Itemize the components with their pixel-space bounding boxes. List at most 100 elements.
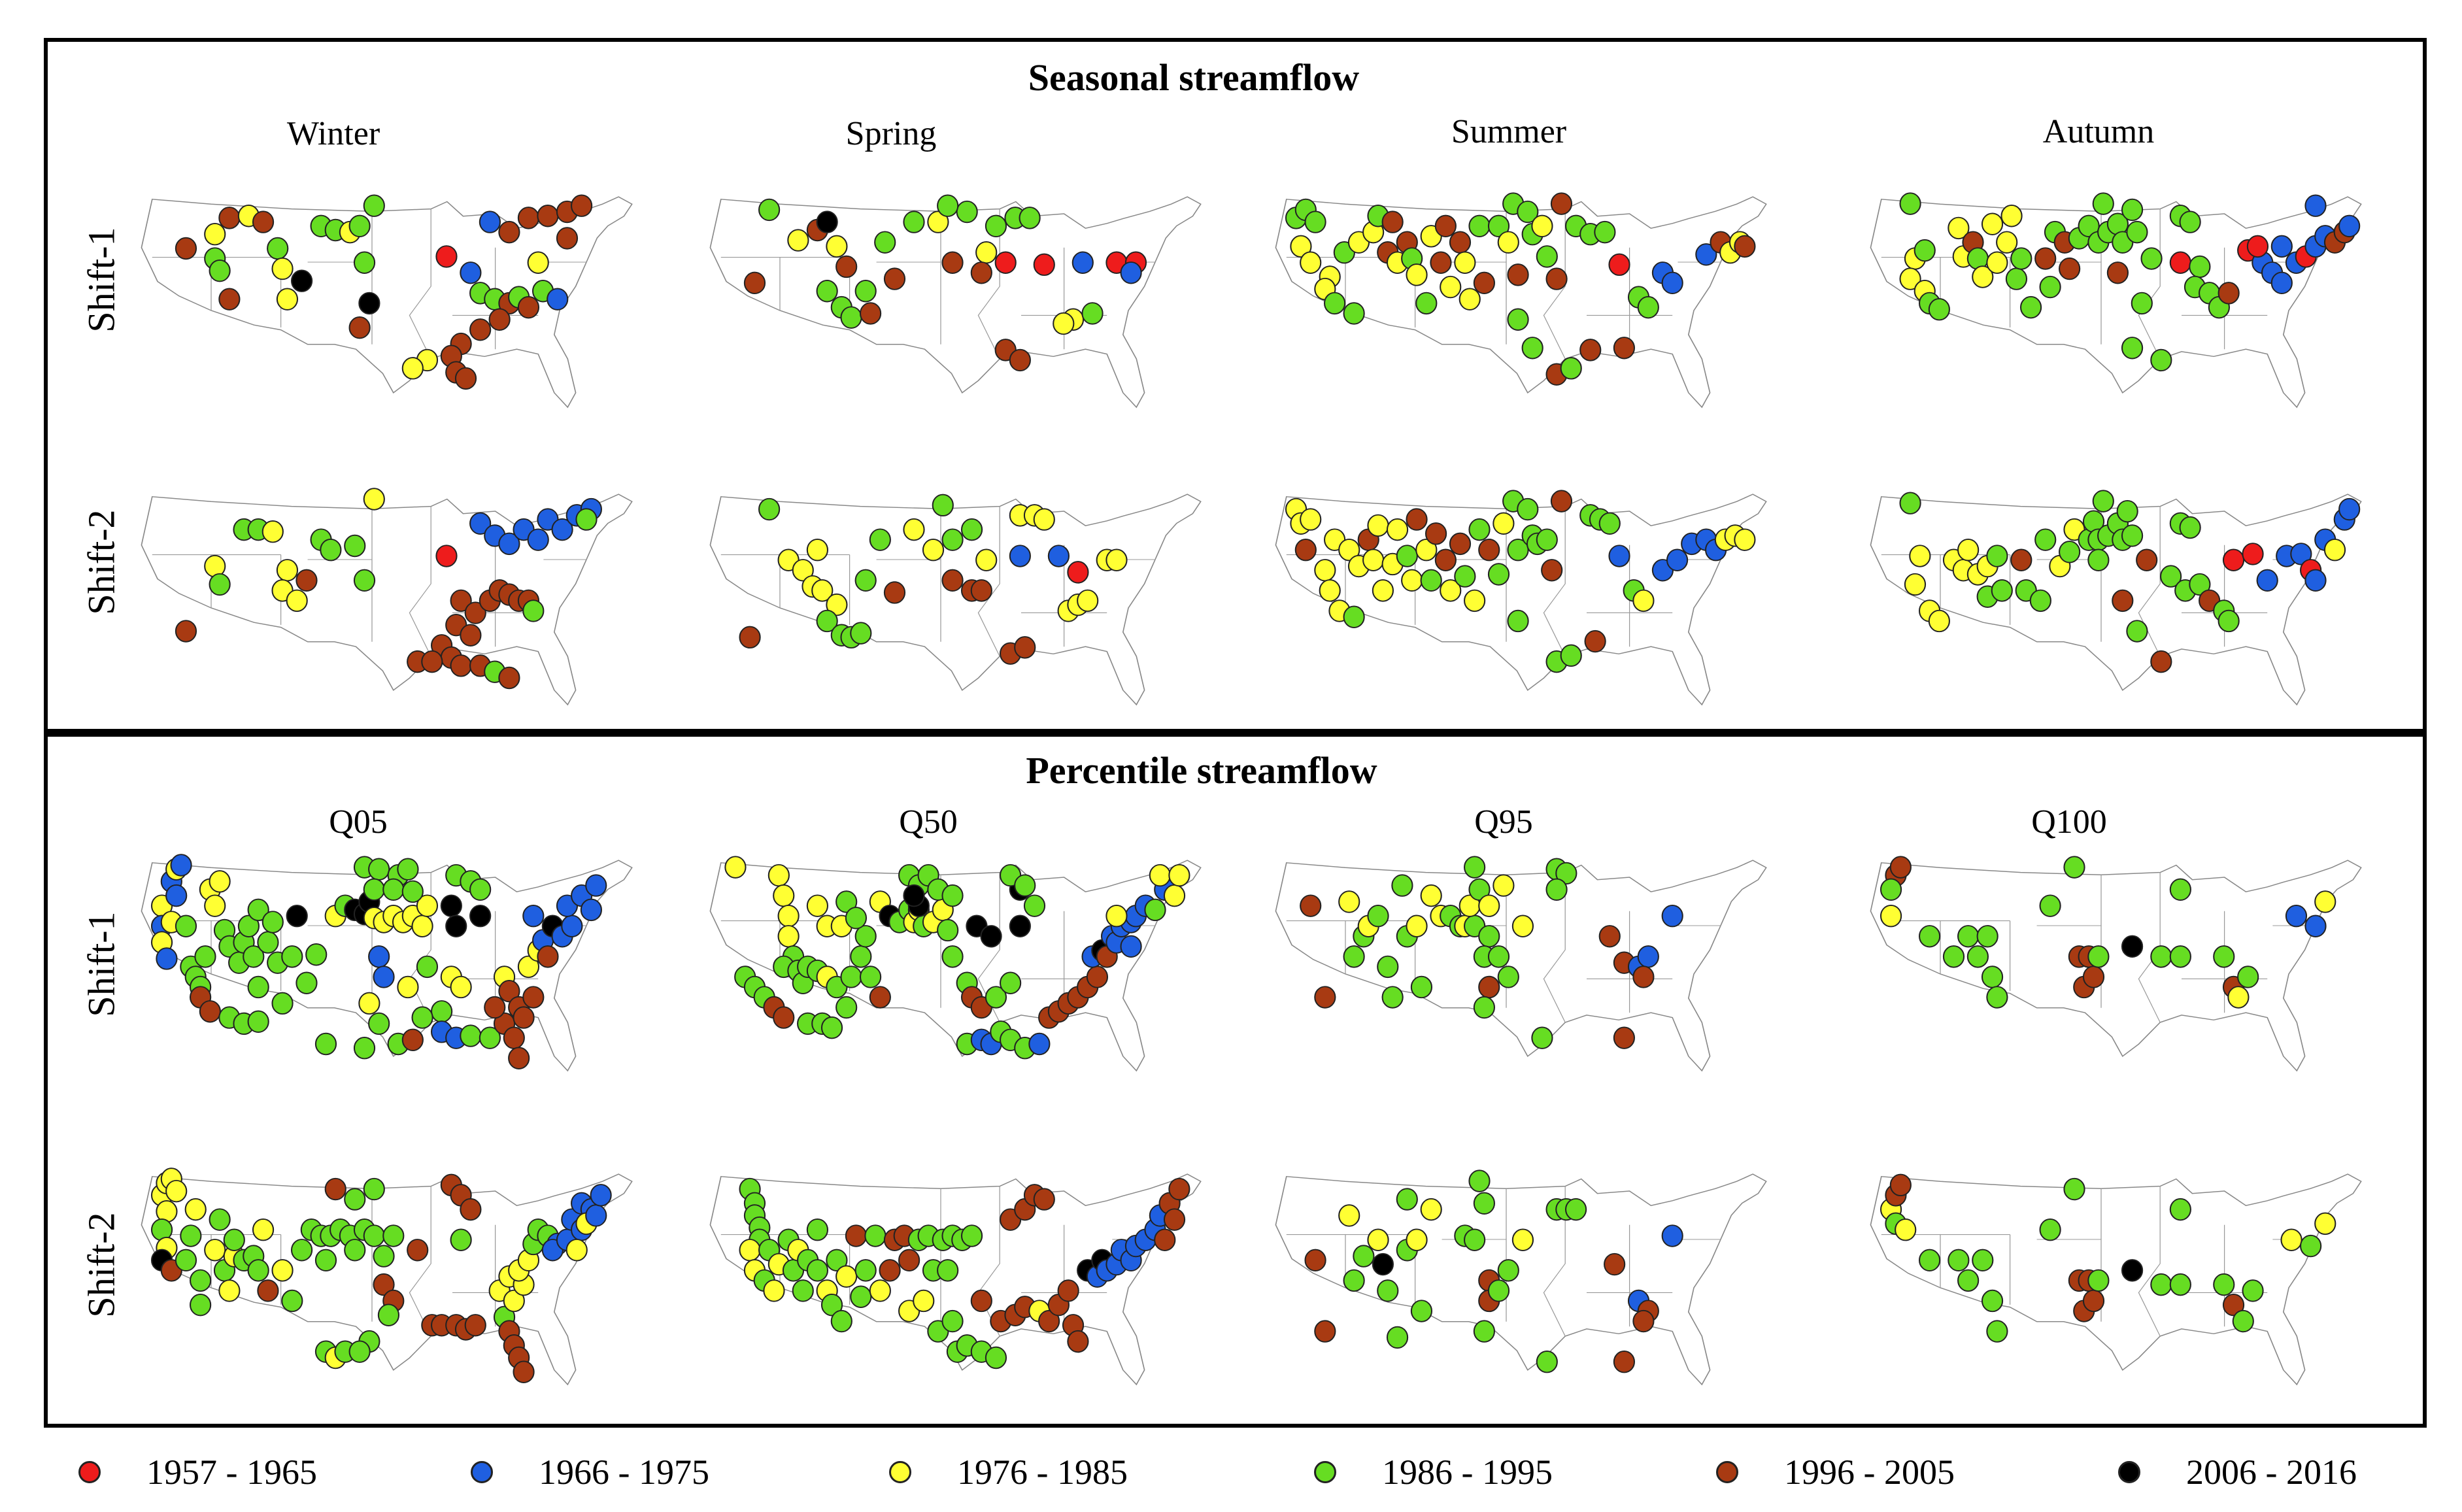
station-point (469, 904, 492, 928)
row-label-shift-1: Shift-1 (80, 227, 123, 333)
station-point (763, 1279, 785, 1302)
station-point (2082, 966, 2105, 988)
legend-item: 1986 - 1995 (1314, 1449, 1553, 1495)
station-point (373, 1273, 395, 1296)
station-point (854, 925, 877, 948)
station-point (1986, 986, 2008, 1009)
station-point (1420, 569, 1442, 592)
station-point (450, 975, 472, 999)
station-point (960, 1224, 983, 1247)
station-point (932, 494, 954, 517)
station-point (1314, 559, 1336, 582)
station-point (223, 1228, 245, 1251)
station-point (363, 1224, 385, 1247)
station-point (1473, 1192, 1495, 1215)
us-outline (1275, 196, 1767, 409)
station-point (1410, 1300, 1433, 1322)
station-point (787, 229, 809, 252)
station-point (209, 870, 231, 893)
station-point (1497, 966, 1519, 988)
station-point (237, 915, 260, 937)
station-point (806, 538, 829, 562)
station-point (503, 1026, 525, 1049)
station-point (1478, 975, 1500, 999)
station-point (1613, 1351, 1636, 1373)
station-point (767, 864, 790, 887)
station-point (411, 1006, 433, 1029)
column-title-q95: Q95 (1474, 803, 1533, 841)
station-point (2131, 292, 2153, 315)
station-point (1338, 538, 1360, 562)
station-point (2222, 548, 2245, 571)
map-q50-shift-2 (709, 1173, 1202, 1386)
station-point (1362, 548, 1385, 571)
station-point (1632, 966, 1655, 988)
station-point (854, 1259, 877, 1282)
station-point (286, 904, 308, 928)
station-point (985, 1346, 1007, 1369)
station-point (1338, 1204, 1360, 1227)
station-point (170, 854, 192, 877)
station-point (1468, 518, 1491, 541)
station-point (421, 650, 443, 673)
station-point (469, 878, 492, 901)
row-label-shift-1: Shift-1 (80, 911, 123, 1017)
station-point (1067, 1330, 1089, 1353)
station-point (1986, 251, 2008, 274)
station-point (1889, 856, 1912, 879)
legend-item: 1996 - 2005 (1716, 1449, 1955, 1495)
station-point (724, 856, 747, 879)
station-point (854, 280, 877, 303)
station-point (883, 581, 906, 604)
legend-swatch (889, 1461, 911, 1483)
legend-label: 1986 - 1995 (1382, 1453, 1553, 1492)
station-point (1478, 538, 1500, 562)
station-point (1343, 302, 1365, 325)
station-point (1880, 904, 1902, 928)
station-point (2338, 497, 2361, 521)
station-point (1086, 966, 1109, 988)
station-point (941, 251, 964, 274)
station-point (2290, 543, 2312, 565)
station-point (1415, 538, 1438, 562)
station-point (826, 1249, 848, 1272)
station-point (2092, 490, 2114, 512)
station-point (1598, 925, 1621, 948)
station-point (537, 945, 559, 968)
station-point (1536, 528, 1558, 551)
station-point (1314, 986, 1336, 1009)
station-point (1464, 856, 1486, 879)
station-point (517, 955, 540, 979)
map-autumn-shift-1 (1870, 192, 2362, 409)
station-point (2150, 945, 2172, 968)
station-point (1033, 508, 1055, 531)
station-point (2314, 1212, 2336, 1235)
station-point (1163, 1208, 1186, 1231)
station-point (435, 545, 458, 567)
station-point (1608, 253, 1630, 277)
region-boundary (977, 1186, 1000, 1337)
region-boundary (2138, 1186, 2161, 1337)
station-point (189, 1269, 212, 1292)
station-point (1401, 569, 1423, 592)
station-point (1613, 337, 1636, 360)
station-point (1014, 874, 1036, 897)
station-point (218, 288, 241, 311)
station-point (970, 1289, 992, 1313)
region-boundary (409, 209, 431, 360)
station-point (1895, 1218, 1917, 1241)
station-point (1149, 864, 1171, 887)
station-point (184, 1198, 207, 1221)
station-point (2010, 548, 2032, 571)
station-point (479, 1026, 501, 1049)
station-point (1081, 302, 1104, 325)
us-outline (709, 1173, 1202, 1386)
station-point (2063, 1177, 2085, 1201)
station-point (363, 194, 385, 217)
station-point (175, 915, 197, 937)
station-point (1904, 573, 1927, 596)
station-point (1487, 563, 1510, 586)
station-point (2304, 569, 2327, 592)
station-point (970, 579, 992, 602)
station-point (344, 1239, 366, 1262)
